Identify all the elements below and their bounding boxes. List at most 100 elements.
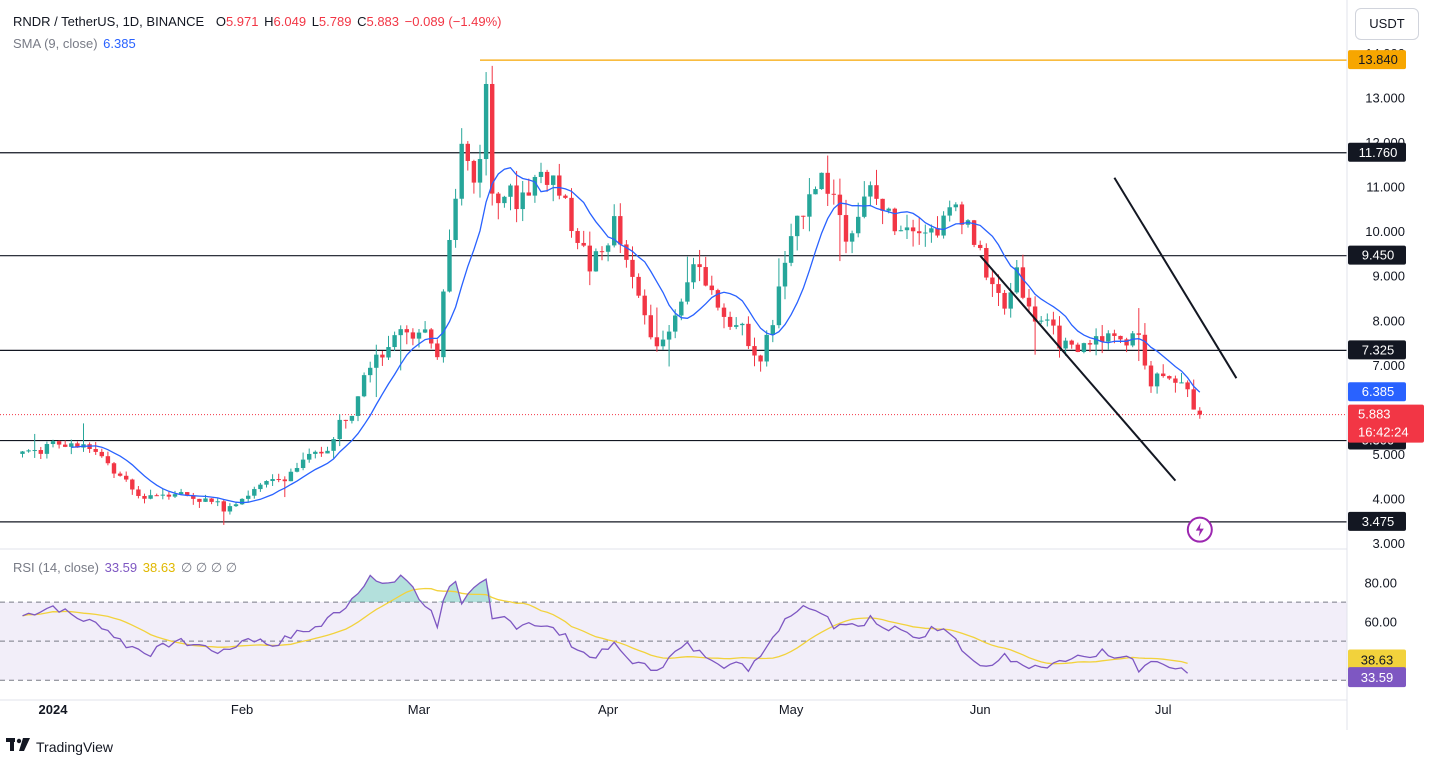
candle-body <box>1106 333 1111 342</box>
time-tick-label: Apr <box>598 702 619 717</box>
candle-body <box>233 504 239 507</box>
candle-body <box>581 242 586 246</box>
candle <box>44 441 50 459</box>
candle <box>404 325 409 345</box>
candle <box>544 169 550 192</box>
level-price-tag-text: 7.325 <box>1362 342 1395 357</box>
candle-body <box>642 295 647 316</box>
currency-button[interactable]: USDT <box>1355 8 1419 40</box>
candle-body <box>703 267 708 286</box>
high-value: 6.049 <box>273 14 307 29</box>
candle-body <box>380 354 385 358</box>
candle-body <box>459 143 464 199</box>
candle <box>1032 296 1038 355</box>
candle <box>349 415 355 424</box>
candle-body <box>1057 325 1062 349</box>
candle <box>490 65 495 206</box>
candle-body <box>660 339 666 347</box>
candle <box>38 446 43 459</box>
price-tick-label: 10.000 <box>1365 224 1405 239</box>
time-tick-label: Jul <box>1155 702 1172 717</box>
candle-body <box>1020 267 1026 298</box>
candle <box>587 231 592 286</box>
candle-body <box>410 332 416 339</box>
lightning-icon[interactable] <box>1186 516 1213 543</box>
open-value: 5.971 <box>225 14 259 29</box>
candle <box>856 202 861 238</box>
candle <box>971 219 977 248</box>
tradingview-brand[interactable]: TradingView <box>6 738 113 755</box>
candle-body <box>734 325 739 327</box>
time-tick-label: Jun <box>970 702 991 717</box>
candle <box>1087 339 1093 353</box>
candle <box>862 181 867 219</box>
candle <box>441 289 446 363</box>
candle-body <box>1014 267 1019 293</box>
rsi-ma-line <box>22 587 1188 665</box>
candle <box>843 199 849 254</box>
candle-body <box>1008 292 1013 309</box>
candle <box>978 240 983 251</box>
rsi-value: 33.59 <box>104 560 138 575</box>
candle <box>788 223 794 267</box>
candle-body <box>26 450 31 452</box>
candle <box>142 493 147 504</box>
candle <box>209 498 214 505</box>
candle <box>483 72 489 176</box>
price-axis-bg <box>1347 0 1433 757</box>
candle-body <box>1191 389 1196 410</box>
candle-body <box>825 172 830 194</box>
candle <box>227 503 233 515</box>
rsi-legend[interactable]: RSI (14, close) 33.59 38.63 ∅ ∅ ∅ ∅ <box>13 560 239 576</box>
candle <box>215 497 220 507</box>
candle-body <box>612 216 617 246</box>
candle-body <box>227 506 233 512</box>
sma-legend[interactable]: SMA (9, close) 6.385 <box>13 36 138 51</box>
candle <box>1002 289 1007 315</box>
rsi-overbought-fill <box>22 575 1188 603</box>
candle <box>813 186 818 195</box>
candle <box>563 194 568 200</box>
candle-body <box>490 83 495 194</box>
candle-body <box>215 501 220 503</box>
candle-body <box>843 215 849 242</box>
candle-body <box>38 450 43 454</box>
candle-body <box>477 159 483 183</box>
candle-body <box>679 301 684 316</box>
candle-body <box>191 495 196 499</box>
candle-body <box>453 198 458 240</box>
candle-body <box>1051 319 1056 326</box>
candle-body <box>990 277 995 285</box>
candle <box>917 217 922 245</box>
candle-body <box>1112 333 1117 336</box>
candle <box>679 298 684 321</box>
candle-body <box>813 189 818 195</box>
candle <box>929 224 934 243</box>
candle <box>410 328 416 346</box>
candle-body <box>398 329 403 336</box>
candle <box>1185 380 1190 398</box>
candle-body <box>801 215 806 217</box>
candle <box>1154 372 1160 394</box>
candle-body <box>520 192 525 210</box>
candle-body <box>374 354 379 368</box>
candle-body <box>740 323 745 326</box>
candle <box>471 159 477 194</box>
rsi-label: RSI (14, close) <box>13 560 99 575</box>
candle <box>849 230 855 254</box>
candle-body <box>758 355 763 362</box>
candle-body <box>1167 376 1172 379</box>
last-price-tag: 5.883 16:42:24 <box>1348 404 1424 443</box>
candle <box>892 207 897 236</box>
candle <box>56 440 62 449</box>
candle-body <box>697 264 702 268</box>
candle <box>538 162 544 184</box>
candle-body <box>862 196 867 217</box>
candle-body <box>416 332 422 339</box>
candle <box>990 270 995 297</box>
symbol-title[interactable]: RNDR / TetherUS, 1D, BINANCE <box>13 14 205 29</box>
candle-body <box>557 175 562 196</box>
level-price-tag-text: 13.840 <box>1358 52 1398 67</box>
candle <box>1093 328 1099 356</box>
